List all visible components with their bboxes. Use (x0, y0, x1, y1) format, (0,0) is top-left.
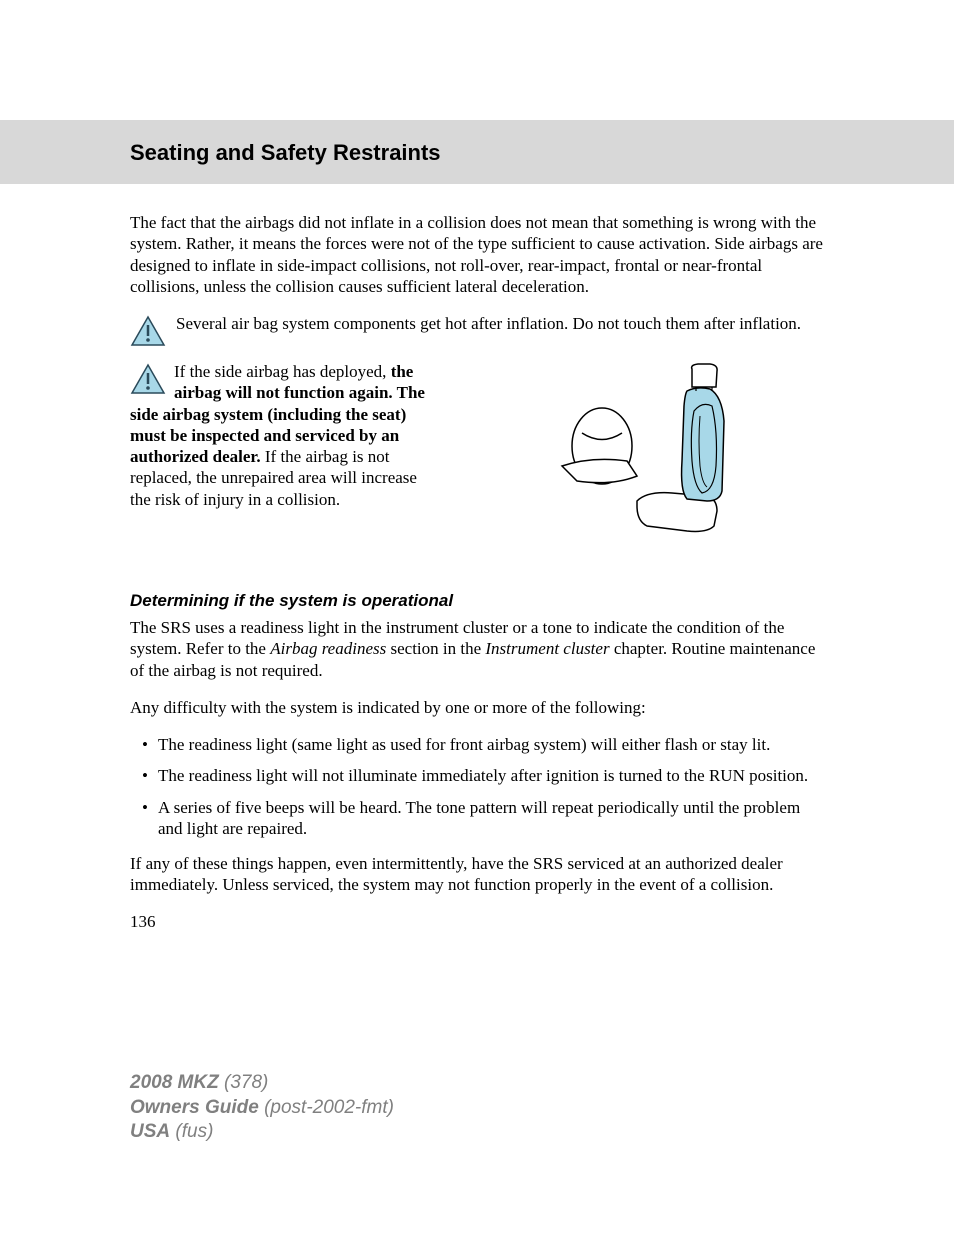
subheading-operational: Determining if the system is operational (130, 591, 824, 611)
seat-airbag-illustration (470, 361, 824, 551)
difficulty-intro: Any difficulty with the system is indica… (130, 697, 824, 718)
section-title: Seating and Safety Restraints (130, 140, 954, 166)
section-header: Seating and Safety Restraints (0, 120, 954, 184)
warning-deployed-text: If the side airbag has deployed, the air… (130, 361, 430, 510)
warning-triangle-icon (130, 315, 166, 347)
warning-airbag-deployed: If the side airbag has deployed, the air… (130, 361, 824, 551)
warning-triangle-icon (130, 363, 166, 395)
warning-hot-components: Several air bag system components get ho… (130, 313, 824, 347)
page-number: 136 (130, 912, 824, 932)
symptom-list: The readiness light (same light as used … (130, 734, 824, 839)
list-item: The readiness light will not illuminate … (130, 765, 824, 786)
warning2-prefix: If the side airbag has deployed, (174, 362, 391, 381)
service-paragraph: If any of these things happen, even inte… (130, 853, 824, 896)
intro-paragraph: The fact that the airbags did not inflat… (130, 212, 824, 297)
footer-metadata: 2008 MKZ (378) Owners Guide (post-2002-f… (130, 1071, 394, 1145)
warning-text: Several air bag system components get ho… (176, 313, 824, 334)
list-item: The readiness light (same light as used … (130, 734, 824, 755)
srs-paragraph: The SRS uses a readiness light in the in… (130, 617, 824, 681)
list-item: A series of five beeps will be heard. Th… (130, 797, 824, 840)
